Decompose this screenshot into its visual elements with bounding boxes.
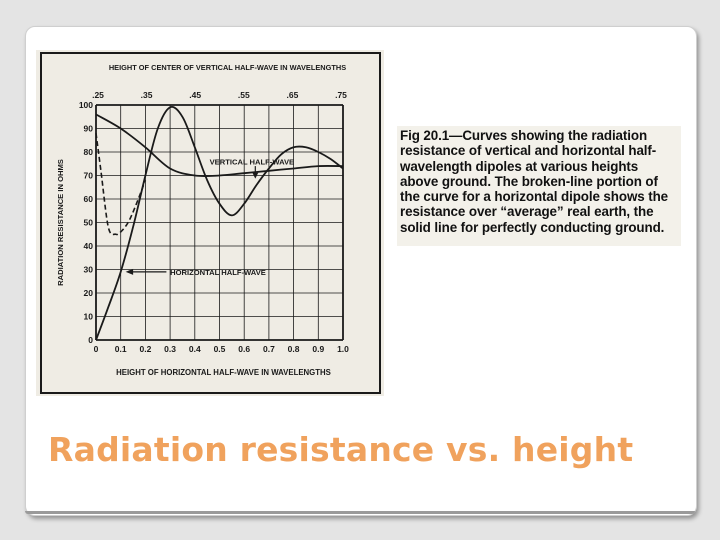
annotation-arrowhead-horizontal [125, 268, 134, 275]
annotation-vertical-half-wave: VERTICAL HALF-WAVE [210, 157, 295, 166]
x-tick-label: 0 [94, 344, 99, 354]
figure-caption: Fig 20.1—Curves showing the radiation re… [397, 126, 681, 246]
y-tick-label: 30 [84, 265, 94, 275]
top-tick-label: .35 [141, 90, 153, 100]
y-tick-label: 60 [84, 194, 94, 204]
y-tick-label: 0 [88, 335, 93, 345]
y-tick-label: 90 [84, 124, 94, 134]
x-tick-label: 0.9 [312, 344, 324, 354]
slide-title: Radiation resistance vs. height [48, 430, 634, 469]
x-tick-label: 0.5 [214, 344, 226, 354]
series-line-horizontal-real-earth [95, 133, 147, 236]
y-tick-label: 20 [84, 288, 94, 298]
y-tick-label: 70 [84, 171, 94, 181]
x-tick-label: 0.7 [263, 344, 275, 354]
top-tick-label: .45 [189, 90, 201, 100]
y-tick-label: 80 [84, 147, 94, 157]
x-tick-label: 0.4 [189, 344, 201, 354]
x-tick-label: 0.3 [164, 344, 176, 354]
x-tick-label: 1.0 [337, 344, 349, 354]
top-tick-label: .75 [335, 90, 347, 100]
series-line-horizontal [95, 105, 344, 341]
x-tick-label: 0.8 [288, 344, 300, 354]
x-tick-label: 0.6 [238, 344, 250, 354]
top-tick-label: .25 [92, 90, 104, 100]
top-axis-title: HEIGHT OF CENTER OF VERTICAL HALF-WAVE I… [109, 63, 346, 72]
figure-scan: 0 0.1 0.2 0.3 0.4 0.5 0.6 0.7 0.8 0.9 1.0 0 10 20 30 40… [36, 50, 384, 396]
x-tick-label: 0.1 [115, 344, 127, 354]
series-line-vertical [95, 113, 344, 178]
slide-bottom-rule [25, 511, 695, 514]
annotation-horizontal-half-wave: HORIZONTAL HALF-WAVE [170, 268, 266, 277]
y-tick-label: 50 [84, 218, 94, 228]
y-axis-title: RADIATION RESISTANCE IN OHMS [56, 159, 65, 286]
radiation-resistance-chart: 0 0.1 0.2 0.3 0.4 0.5 0.6 0.7 0.8 0.9 1.0 0 10 20 30 40… [40, 52, 381, 394]
x-tick-label: 0.2 [139, 344, 151, 354]
figure-frame [40, 52, 381, 394]
y-tick-label: 40 [84, 241, 94, 251]
x-axis-title: HEIGHT OF HORIZONTAL HALF-WAVE IN WAVELE… [116, 368, 331, 377]
top-tick-label: .65 [286, 90, 298, 100]
annotation-arrowhead-vertical [252, 172, 259, 179]
top-tick-label: .55 [238, 90, 250, 100]
y-tick-label: 100 [79, 100, 93, 110]
y-tick-label: 10 [84, 312, 94, 322]
